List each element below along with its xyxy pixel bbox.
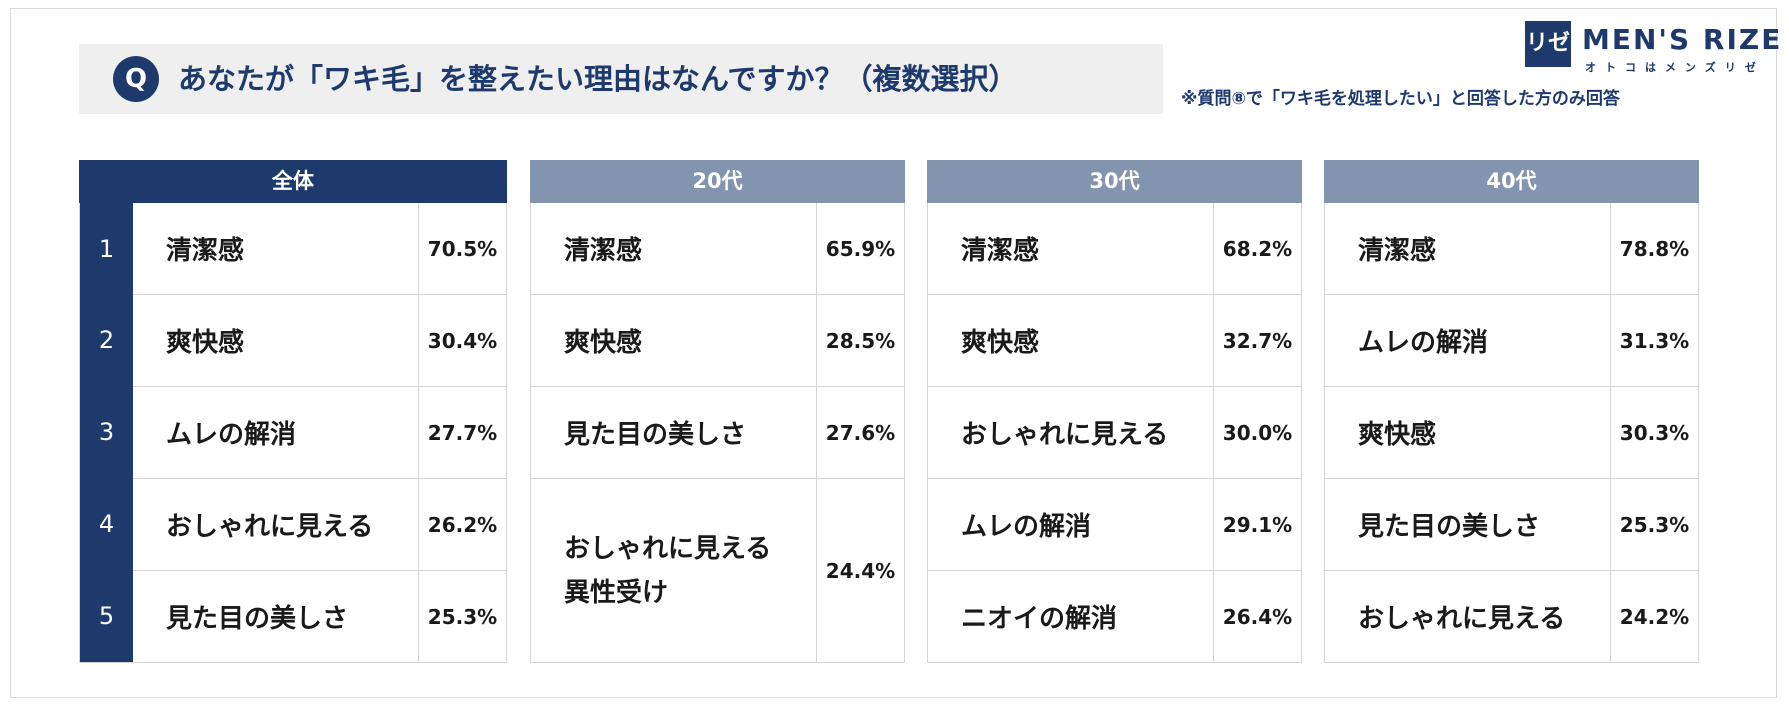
percentage: 31.3% — [1610, 295, 1698, 386]
panel-40s: 40代 清潔感 78.8% ムレの解消 31.3% 爽快感 30.3% 見た目の… — [1324, 160, 1699, 665]
reason-label: 見た目の美しさ — [564, 420, 747, 450]
ranking-table: 1 清潔感 70.5% 2 爽快感 30.4% 3 ムレの解消 27.7% 4 … — [79, 203, 507, 663]
table-row: 爽快感 30.3% — [1325, 386, 1698, 478]
slide-frame — [10, 8, 1777, 698]
percentage: 29.1% — [1213, 479, 1301, 570]
panel-header: 全体 — [79, 160, 507, 203]
table-row: 爽快感 28.5% — [531, 294, 904, 386]
percentage: 27.6% — [816, 387, 904, 478]
table-row: おしゃれに見える 24.2% — [1325, 570, 1698, 662]
table-row: 爽快感 32.7% — [928, 294, 1301, 386]
panel-30s: 30代 清潔感 68.2% 爽快感 32.7% おしゃれに見える 30.0% ム… — [927, 160, 1302, 665]
brand-logo: リゼ MEN'S RIZE オトコはメンズリゼ — [1525, 21, 1780, 77]
percentage: 24.4% — [816, 479, 904, 662]
table-row: 見た目の美しさ 27.6% — [531, 386, 904, 478]
reason-label: 爽快感 — [961, 328, 1040, 358]
logo-tagline: オトコはメンズリゼ — [1585, 61, 1765, 74]
question-banner: Q あなたが「ワキ毛」を整えたい理由はなんですか？（複数選択） — [79, 44, 1163, 114]
reason-label: ムレの解消 — [1358, 328, 1489, 358]
respondent-note: ※質問⑧で「ワキ毛を処理したい」と回答した方のみ回答 — [1181, 89, 1620, 109]
rank-number: 2 — [80, 294, 133, 386]
percentage: 25.3% — [418, 571, 506, 662]
table-row: 1 清潔感 70.5% — [80, 203, 506, 294]
reason-label: 清潔感 — [961, 236, 1040, 266]
reason-label: 清潔感 — [564, 236, 643, 266]
question-text: あなたが「ワキ毛」を整えたい理由はなんですか？（複数選択） — [178, 62, 1018, 96]
panel-header: 40代 — [1324, 160, 1699, 203]
reason-label: 爽快感 — [166, 328, 245, 358]
percentage: 30.0% — [1213, 387, 1301, 478]
percentage: 28.5% — [816, 295, 904, 386]
question-badge: Q — [113, 56, 159, 102]
reason-label: おしゃれに見える — [1358, 604, 1566, 634]
percentage: 70.5% — [418, 203, 506, 294]
percentage: 24.2% — [1610, 571, 1698, 662]
reason-label: 清潔感 — [166, 236, 245, 266]
percentage: 78.8% — [1610, 203, 1698, 294]
panel-header: 20代 — [530, 160, 905, 203]
reason-label: 見た目の美しさ — [166, 604, 349, 634]
table-row: 4 おしゃれに見える 26.2% — [80, 478, 506, 570]
rank-number: 4 — [80, 478, 133, 570]
reason-label: 清潔感 — [1358, 236, 1437, 266]
table-row: ムレの解消 31.3% — [1325, 294, 1698, 386]
reason-label: おしゃれに見える 異性受け — [531, 479, 816, 662]
table-row: ニオイの解消 26.4% — [928, 570, 1301, 662]
reason-label: ニオイの解消 — [961, 604, 1118, 634]
panel-20s: 20代 清潔感 65.9% 爽快感 28.5% 見た目の美しさ 27.6% おし… — [530, 160, 905, 665]
table-row: 清潔感 68.2% — [928, 203, 1301, 294]
logo-mark: リゼ — [1525, 21, 1571, 67]
table-row: 清潔感 65.9% — [531, 203, 904, 294]
table-row: ムレの解消 29.1% — [928, 478, 1301, 570]
rank-number: 3 — [80, 386, 133, 478]
reason-label: 爽快感 — [564, 328, 643, 358]
panel-overall: 全体 1 清潔感 70.5% 2 爽快感 30.4% 3 ムレの解消 27.7%… — [79, 160, 507, 665]
reason-label: おしゃれに見える — [166, 512, 374, 542]
rank-number: 5 — [80, 570, 133, 662]
reason-label-line1: おしゃれに見える — [564, 533, 772, 564]
table-row: おしゃれに見える 30.0% — [928, 386, 1301, 478]
ranking-table: 清潔感 78.8% ムレの解消 31.3% 爽快感 30.3% 見た目の美しさ … — [1324, 203, 1699, 663]
reason-label: 見た目の美しさ — [1358, 512, 1541, 542]
reason-label: ムレの解消 — [961, 512, 1092, 542]
table-row: 見た目の美しさ 25.3% — [1325, 478, 1698, 570]
ranking-table: 清潔感 65.9% 爽快感 28.5% 見た目の美しさ 27.6% おしゃれに見… — [530, 203, 905, 663]
reason-label: ムレの解消 — [166, 420, 297, 450]
percentage: 30.4% — [418, 295, 506, 386]
reason-label: 爽快感 — [1358, 420, 1437, 450]
ranking-table: 清潔感 68.2% 爽快感 32.7% おしゃれに見える 30.0% ムレの解消… — [927, 203, 1302, 663]
percentage: 25.3% — [1610, 479, 1698, 570]
table-row: 2 爽快感 30.4% — [80, 294, 506, 386]
percentage: 27.7% — [418, 387, 506, 478]
table-row: おしゃれに見える 異性受け 24.4% — [531, 478, 904, 662]
reason-label: おしゃれに見える — [961, 420, 1169, 450]
percentage: 68.2% — [1213, 203, 1301, 294]
table-row: 5 見た目の美しさ 25.3% — [80, 570, 506, 662]
rank-number: 1 — [80, 203, 133, 294]
percentage: 26.2% — [418, 479, 506, 570]
percentage: 32.7% — [1213, 295, 1301, 386]
table-row: 3 ムレの解消 27.7% — [80, 386, 506, 478]
logo-name: MEN'S RIZE — [1582, 23, 1783, 56]
percentage: 26.4% — [1213, 571, 1301, 662]
panel-header: 30代 — [927, 160, 1302, 203]
percentage: 30.3% — [1610, 387, 1698, 478]
percentage: 65.9% — [816, 203, 904, 294]
table-row: 清潔感 78.8% — [1325, 203, 1698, 294]
reason-label-line2: 異性受け — [564, 577, 669, 608]
